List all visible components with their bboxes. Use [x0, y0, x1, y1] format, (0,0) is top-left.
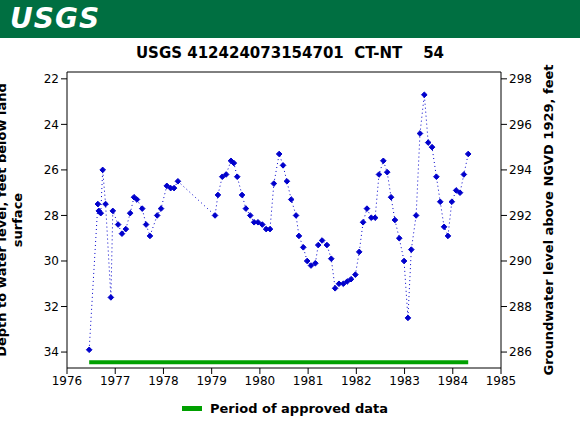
html-text:Groundwater level above NGVD 1: Groundwater level above NGVD 1929, feet: [541, 64, 556, 376]
svg-text:1984: 1984: [438, 374, 469, 388]
svg-text:1978: 1978: [148, 374, 179, 388]
svg-text:26: 26: [44, 163, 59, 177]
svg-text:1976: 1976: [52, 374, 83, 388]
svg-text:1982: 1982: [341, 374, 372, 388]
svg-text:292: 292: [509, 209, 532, 223]
svg-text:1980: 1980: [245, 374, 276, 388]
svg-text:24: 24: [44, 118, 59, 132]
svg-text:22: 22: [44, 72, 59, 86]
svg-text:290: 290: [509, 254, 532, 268]
svg-text:296: 296: [509, 118, 532, 132]
svg-text:28: 28: [44, 209, 59, 223]
svg-text:1977: 1977: [100, 374, 131, 388]
svg-text:32: 32: [44, 300, 59, 314]
svg-text:294: 294: [509, 163, 532, 177]
html-text:USGS 412424073154701 CT-NT 54: USGS 412424073154701 CT-NT 54: [135, 44, 445, 62]
html-text:USGS: USGS: [10, 2, 101, 35]
svg-text:286: 286: [509, 345, 532, 359]
html-text:Period of approved data: Period of approved data: [210, 401, 388, 416]
svg-text:298: 298: [509, 72, 532, 86]
svg-text:1983: 1983: [389, 374, 420, 388]
svg-text:1985: 1985: [486, 374, 517, 388]
svg-text:1981: 1981: [293, 374, 324, 388]
svg-text:34: 34: [44, 345, 59, 359]
svg-text:30: 30: [44, 254, 59, 268]
svg-text:288: 288: [509, 300, 532, 314]
svg-text:1979: 1979: [196, 374, 227, 388]
